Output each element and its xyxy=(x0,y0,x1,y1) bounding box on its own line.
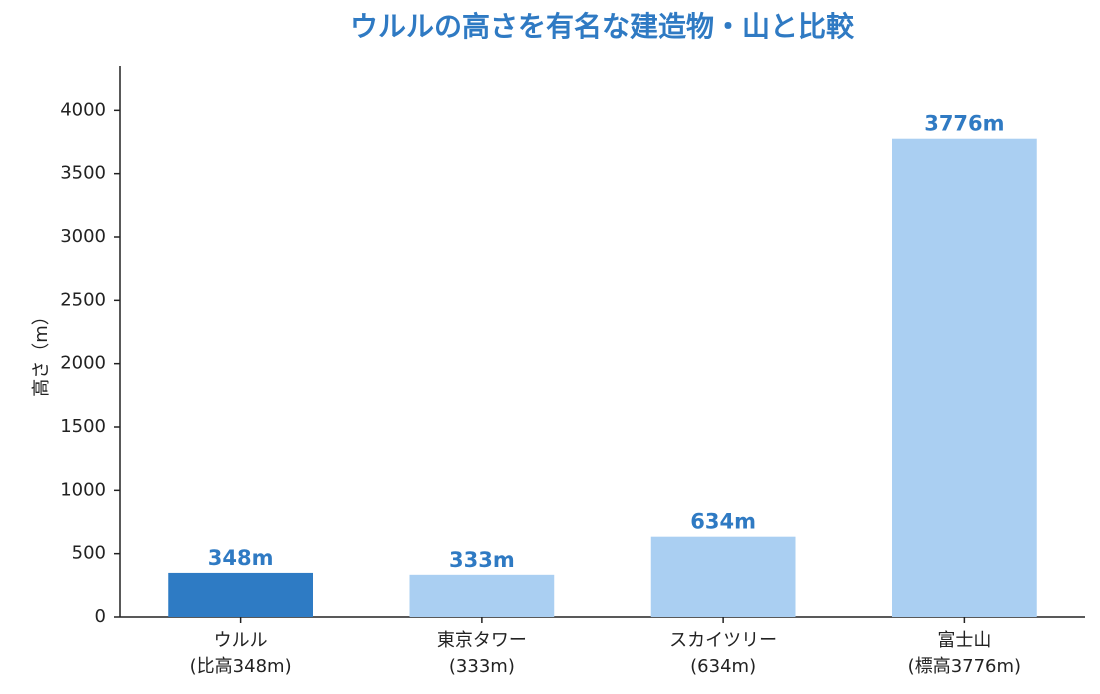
y-tick-label: 1500 xyxy=(60,416,106,437)
bar xyxy=(409,574,555,617)
y-tick-label: 2500 xyxy=(60,289,106,310)
x-tick-label: スカイツリー(634m) xyxy=(669,630,777,677)
value-label: 3776m xyxy=(924,112,1004,136)
value-label: 348m xyxy=(208,546,274,570)
y-tick-label: 0 xyxy=(95,606,106,627)
bar xyxy=(892,138,1037,617)
bar xyxy=(168,572,313,617)
value-label: 333m xyxy=(449,548,515,572)
y-tick-label: 4000 xyxy=(60,99,106,120)
y-tick-label: 2000 xyxy=(60,353,106,374)
x-tick-label: ウルル(比高348m) xyxy=(190,630,292,677)
chart-title: ウルルの高さを有名な建造物・山と比較 xyxy=(350,10,855,43)
x-tick-label: 東京タワー(333m) xyxy=(437,630,527,677)
y-tick-label: 1000 xyxy=(60,479,106,500)
y-tick-label: 3500 xyxy=(60,163,106,184)
y-axis-label: 高さ（m） xyxy=(31,307,52,397)
y-tick-label: 3000 xyxy=(60,226,106,247)
value-label: 634m xyxy=(690,510,756,534)
y-tick-label: 500 xyxy=(72,543,106,564)
x-tick-label: 富士山(標高3776m) xyxy=(908,630,1021,677)
bar xyxy=(650,536,796,617)
